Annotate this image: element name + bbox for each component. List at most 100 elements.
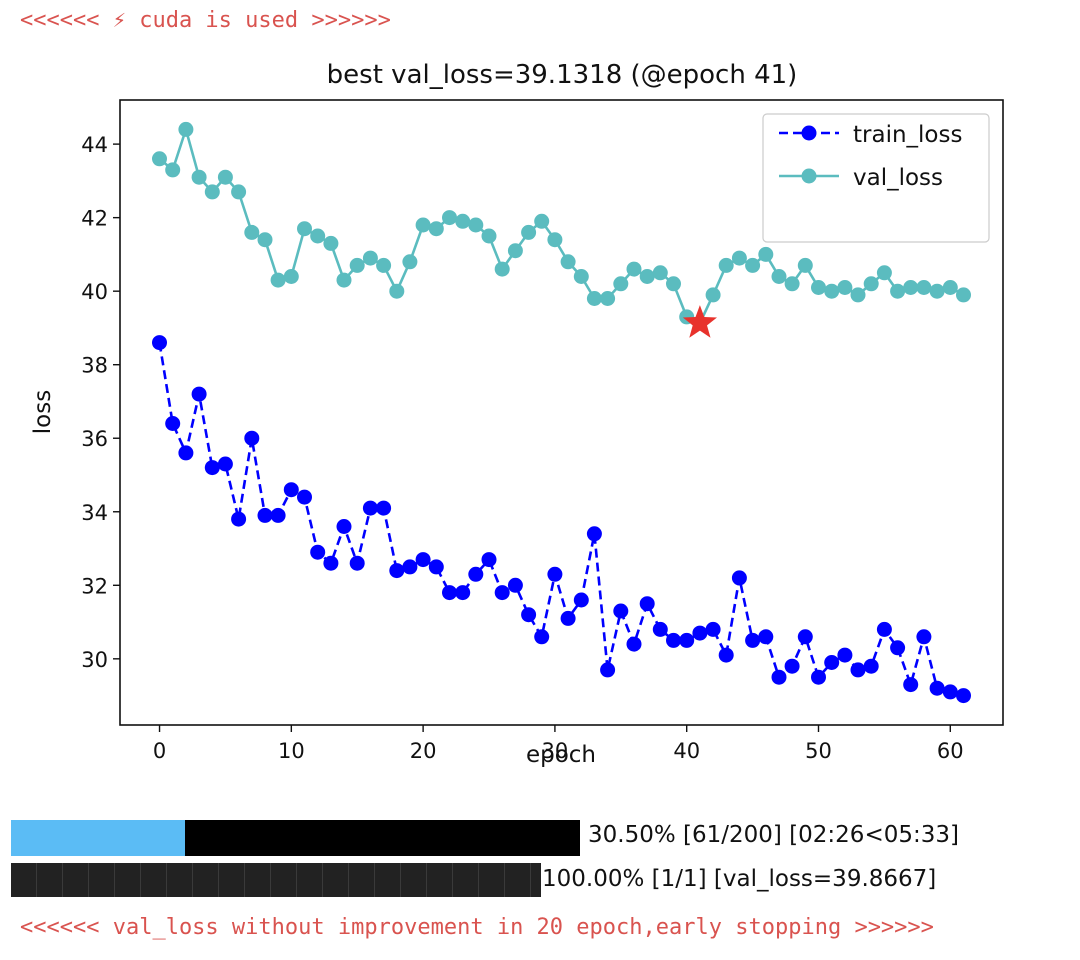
train_loss-point (231, 511, 247, 527)
val_loss-point (336, 272, 352, 288)
val_loss-point (731, 250, 747, 266)
val_loss-point (204, 184, 220, 200)
val_loss-point (442, 210, 457, 226)
val_loss-point (521, 224, 537, 240)
legend-box (762, 113, 990, 243)
train_loss-point (297, 489, 312, 505)
y-tick-label: 32 (81, 574, 108, 598)
val_loss-point (507, 243, 523, 259)
val_loss-point (191, 169, 207, 185)
y-tick-label: 44 (81, 133, 108, 157)
val_loss-point (863, 276, 879, 292)
train_loss-point (257, 507, 273, 523)
val_loss-point (415, 217, 431, 233)
plot-frame (119, 99, 1004, 726)
train_loss-point (850, 662, 866, 678)
val_loss-point (402, 254, 418, 270)
train_loss-point (376, 500, 392, 516)
val_loss-point (547, 232, 563, 248)
val_loss-point (310, 228, 326, 244)
x-axis-label: epoch (526, 742, 596, 768)
val_loss-point (705, 287, 721, 303)
train_loss-point (494, 585, 510, 601)
train_loss-point (679, 632, 695, 648)
train_loss-point (652, 621, 668, 637)
train_loss-point (811, 669, 826, 685)
train_loss-point (455, 585, 471, 601)
val_loss-point (165, 162, 181, 178)
val_loss-point (481, 228, 497, 244)
x-tick-label: 20 (410, 739, 437, 763)
val_loss-point (626, 261, 642, 277)
train_loss-point (784, 658, 800, 674)
train_loss-point (442, 585, 457, 601)
val_loss-point (745, 257, 761, 273)
val_loss-point (468, 217, 484, 233)
progress-bar-validation-fill (11, 863, 541, 897)
train_loss-point (534, 629, 550, 645)
val_loss-point (573, 269, 589, 284)
val_loss-point (797, 257, 813, 273)
train_loss-point (244, 430, 260, 446)
val_loss-point (349, 257, 365, 273)
val_loss-point (455, 213, 471, 229)
progress-validation-label: 100.00% [1/1] [val_loss=39.8667] (542, 866, 937, 892)
train_loss-point (191, 386, 207, 402)
best-val-loss-star-marker (682, 305, 717, 338)
train_loss-point (837, 647, 853, 663)
val_loss-point (758, 246, 774, 262)
train_loss-point (389, 563, 405, 579)
train_loss-point (349, 555, 365, 571)
legend-val-marker (801, 168, 817, 184)
val_loss-point (283, 269, 299, 284)
legend-label-train-loss: train_loss (853, 122, 962, 148)
y-axis-label: loss (30, 390, 56, 434)
train_loss-point (666, 632, 681, 648)
x-tick-label: 0 (153, 739, 166, 763)
val_loss-point (376, 257, 392, 273)
val_loss-point (916, 280, 932, 295)
progress-bar-validation (11, 863, 541, 897)
val_loss-point (811, 280, 826, 295)
x-tick-label: 60 (937, 739, 964, 763)
train_loss-point (152, 335, 167, 351)
chart-title: best val_loss=39.1318 (@epoch 41) (327, 60, 798, 90)
train_loss-point (283, 482, 299, 498)
val_loss-point (152, 151, 167, 167)
legend-train-marker (801, 125, 817, 141)
train_loss-point (639, 596, 655, 612)
train_loss-point (415, 552, 431, 568)
train_loss-point (771, 669, 787, 685)
val_loss-point (178, 121, 194, 137)
val_loss-point (244, 224, 260, 240)
x-tick-label: 40 (673, 739, 700, 763)
val_loss-point (534, 213, 550, 229)
train_loss-point (797, 629, 813, 645)
train_loss-point (521, 607, 537, 623)
val_loss-point (824, 283, 840, 299)
x-tick-label: 10 (278, 739, 305, 763)
train_loss-point (890, 640, 906, 656)
val_loss-point (850, 287, 866, 303)
val_loss-point (613, 276, 629, 292)
val_loss-point (217, 169, 233, 185)
val_loss-point (257, 232, 273, 248)
y-tick-label: 40 (81, 280, 108, 304)
train_loss-point (942, 684, 958, 700)
train_loss-point (560, 610, 576, 626)
val_loss-point (231, 184, 247, 200)
train_loss-point (600, 662, 616, 678)
train_loss-point (824, 655, 840, 670)
val_loss-point (942, 280, 958, 295)
val_loss-point (297, 221, 312, 237)
log-cuda-line: <<<<<< ⚡ cuda is used >>>>>> (20, 8, 391, 33)
val_loss-point (929, 283, 945, 299)
val_loss-point (652, 265, 668, 281)
x-tick-label: 50 (805, 739, 832, 763)
x-tick-label: 30 (542, 739, 569, 763)
train_loss-point (468, 566, 484, 582)
val_loss-point (560, 254, 576, 270)
val_loss-point (784, 276, 800, 292)
val_loss-point (837, 280, 853, 295)
val_loss-point (389, 283, 405, 299)
